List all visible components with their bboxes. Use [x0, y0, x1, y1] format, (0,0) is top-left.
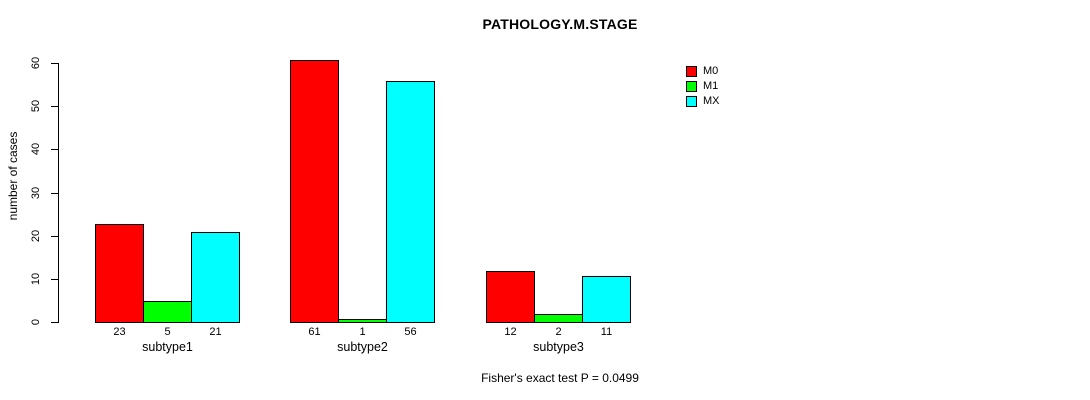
- bar-M1-subtype3: [534, 314, 583, 323]
- chart-legend: M0 M1 MX: [686, 64, 720, 109]
- y-axis-tick: [51, 192, 58, 194]
- bar-M0-subtype3: [486, 271, 535, 323]
- bar-value-label: 12: [504, 326, 517, 338]
- bar-value-label: 5: [164, 326, 171, 338]
- x-category-label: subtype1: [142, 340, 193, 354]
- y-tick-label: 60: [30, 56, 42, 70]
- bar-value-label: 61: [308, 326, 321, 338]
- bar-M1-subtype2: [338, 318, 387, 323]
- bar-value-label: 21: [209, 326, 222, 338]
- legend-swatch-MX: [686, 96, 697, 107]
- x-category-label: subtype2: [337, 340, 388, 354]
- y-tick-label: 40: [30, 143, 42, 156]
- legend-label: M0: [703, 65, 719, 77]
- bar-value-label: 23: [113, 326, 126, 338]
- y-axis-tick: [51, 322, 58, 323]
- bar-value-label: 1: [359, 326, 366, 338]
- y-tick-label: 30: [30, 186, 42, 199]
- y-tick-label: 50: [30, 100, 42, 113]
- chart-title: PATHOLOGY.M.STAGE: [482, 16, 638, 32]
- x-category-label: subtype3: [533, 340, 584, 354]
- y-axis-tick: [51, 235, 58, 237]
- y-tick-label: 0: [30, 318, 42, 326]
- bar-M1-subtype1: [143, 301, 192, 323]
- legend-swatch-M0: [686, 66, 697, 77]
- y-tick-label: 10: [30, 272, 42, 285]
- stat-test-annotation: Fisher's exact test P = 0.0499: [481, 371, 639, 385]
- y-axis-tick: [51, 106, 58, 108]
- y-axis-tick: [51, 149, 58, 151]
- y-tick-label: 20: [30, 229, 42, 242]
- y-axis-tick: [51, 63, 58, 64]
- bar-value-label: 56: [404, 326, 417, 338]
- bar-MX-subtype3: [582, 275, 631, 323]
- y-axis-line: [58, 63, 59, 323]
- bar-MX-subtype2: [386, 81, 435, 323]
- bar-M0-subtype1: [95, 223, 144, 323]
- legend-item-M0: M0: [686, 64, 720, 79]
- bar-MX-subtype1: [191, 232, 240, 323]
- legend-label: M1: [703, 80, 719, 92]
- y-axis-tick: [51, 278, 58, 280]
- legend-swatch-M1: [686, 81, 697, 92]
- legend-item-M1: M1: [686, 79, 720, 94]
- bar-M0-subtype2: [290, 59, 339, 323]
- bar-value-label: 2: [555, 326, 562, 338]
- legend-item-MX: MX: [686, 94, 720, 109]
- bar-value-label: 11: [600, 326, 613, 338]
- legend-label: MX: [703, 95, 720, 107]
